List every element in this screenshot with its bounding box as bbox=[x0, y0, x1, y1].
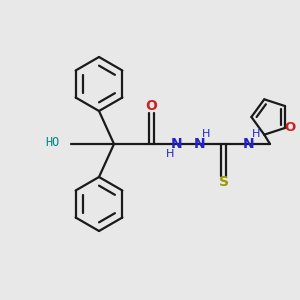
Text: O: O bbox=[146, 99, 158, 113]
Text: N: N bbox=[194, 137, 205, 151]
Text: N: N bbox=[171, 137, 183, 151]
Text: O: O bbox=[285, 122, 296, 134]
Text: H: H bbox=[166, 148, 175, 159]
Text: S: S bbox=[218, 175, 229, 189]
Text: H: H bbox=[202, 129, 210, 140]
Text: H: H bbox=[251, 129, 260, 140]
Text: N: N bbox=[243, 137, 255, 151]
Text: HO: HO bbox=[45, 136, 59, 149]
